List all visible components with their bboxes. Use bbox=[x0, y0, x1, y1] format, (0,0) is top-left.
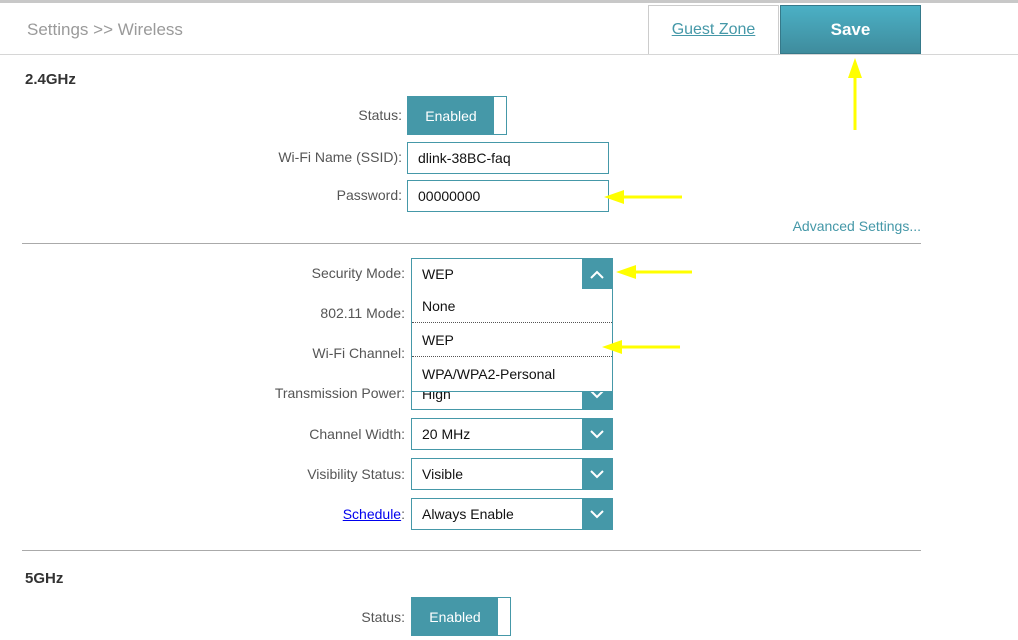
status-5ghz-label: Status: bbox=[361, 609, 405, 625]
channel-width-select[interactable]: 20 MHz bbox=[411, 418, 613, 450]
option-wep[interactable]: WEP bbox=[412, 323, 612, 357]
security-mode-value: WEP bbox=[422, 266, 454, 282]
divider bbox=[22, 243, 921, 244]
password-label: Password: bbox=[336, 187, 402, 203]
channel-width-label: Channel Width: bbox=[309, 426, 405, 442]
status-5ghz-toggle-value: Enabled bbox=[412, 598, 498, 635]
security-mode-dropdown: None WEP WPA/WPA2-Personal bbox=[411, 289, 613, 392]
schedule-link[interactable]: Schedule bbox=[342, 506, 402, 522]
channel-width-value: 20 MHz bbox=[422, 426, 471, 442]
divider bbox=[22, 550, 921, 551]
schedule-select[interactable]: Always Enable bbox=[411, 498, 613, 530]
header-divider bbox=[0, 54, 1018, 55]
wifi-channel-label: Wi-Fi Channel: bbox=[312, 345, 405, 361]
option-wpa-wpa2-personal[interactable]: WPA/WPA2-Personal bbox=[422, 366, 556, 382]
chevron-down-icon[interactable] bbox=[582, 459, 612, 489]
chevron-down-icon[interactable] bbox=[582, 499, 612, 529]
security-mode-select[interactable]: WEP bbox=[411, 258, 613, 290]
section-title-24ghz: 2.4GHz bbox=[25, 71, 76, 88]
status-label: Status: bbox=[358, 107, 402, 123]
status-toggle[interactable]: Enabled bbox=[407, 96, 507, 135]
visibility-status-select[interactable]: Visible bbox=[411, 458, 613, 490]
status-5ghz-toggle[interactable]: Enabled bbox=[411, 597, 511, 636]
top-border bbox=[0, 0, 1018, 3]
breadcrumb: Settings >> Wireless bbox=[27, 20, 183, 39]
save-button[interactable]: Save bbox=[780, 5, 921, 54]
option-none[interactable]: None bbox=[412, 289, 612, 323]
ssid-label: Wi-Fi Name (SSID): bbox=[278, 149, 402, 165]
guest-zone-link[interactable]: Guest Zone bbox=[648, 5, 779, 54]
schedule-label: Schedule: bbox=[105, 506, 405, 522]
security-mode-label: Security Mode: bbox=[311, 265, 405, 281]
status-toggle-value: Enabled bbox=[408, 97, 494, 134]
transmission-power-label: Transmission Power: bbox=[274, 385, 405, 401]
visibility-status-label: Visibility Status: bbox=[307, 466, 405, 482]
visibility-status-value: Visible bbox=[422, 466, 463, 482]
chevron-down-icon[interactable] bbox=[582, 419, 612, 449]
schedule-colon: : bbox=[401, 506, 405, 522]
password-input[interactable]: 00000000 bbox=[407, 180, 609, 212]
section-title-5ghz: 5GHz bbox=[25, 570, 64, 587]
advanced-settings-link[interactable]: Advanced Settings... bbox=[792, 218, 921, 234]
chevron-up-icon[interactable] bbox=[582, 259, 612, 289]
schedule-value: Always Enable bbox=[422, 506, 514, 522]
80211-mode-label: 802.11 Mode: bbox=[320, 305, 405, 321]
ssid-input[interactable]: dlink-38BC-faq bbox=[407, 142, 609, 174]
